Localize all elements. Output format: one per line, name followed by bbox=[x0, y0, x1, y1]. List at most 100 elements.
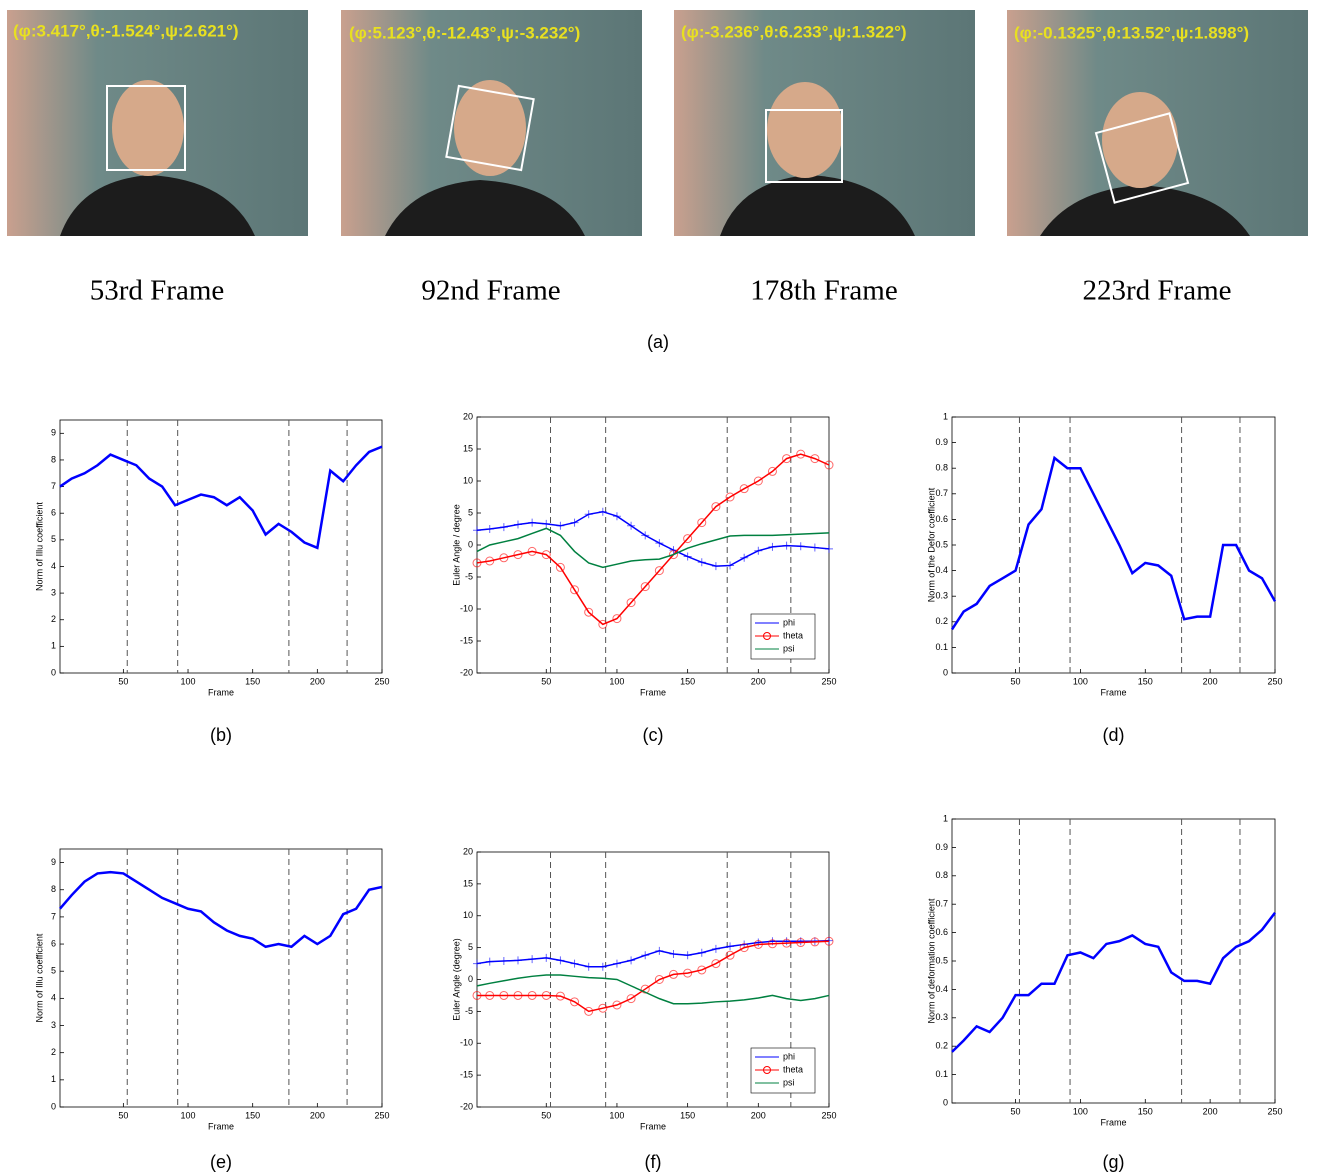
y-tick-label: 1 bbox=[51, 641, 56, 651]
x-tick-label: 200 bbox=[310, 1110, 325, 1120]
figure: (φ:3.417°,θ:-1.524°,ψ:2.621°) (φ:5.123°,… bbox=[0, 0, 1319, 1173]
x-tick-label: 200 bbox=[751, 676, 766, 686]
legend-label: theta bbox=[783, 630, 803, 640]
pose-overlay: (φ:5.123°,θ:-12.43°,ψ:-3.232°) bbox=[349, 23, 580, 42]
y-tick-label: 0.6 bbox=[935, 927, 948, 937]
x-tick-label: 200 bbox=[751, 1110, 766, 1120]
point-marker bbox=[500, 957, 508, 965]
point-marker bbox=[684, 951, 692, 959]
y-axis-label: Norm of the Defor coefficient bbox=[926, 487, 936, 602]
point-marker bbox=[514, 521, 522, 529]
point-marker bbox=[542, 954, 550, 962]
y-tick-label: 5 bbox=[468, 942, 473, 952]
point-marker bbox=[783, 937, 791, 945]
y-tick-label: -5 bbox=[465, 571, 473, 581]
x-axis-label: Frame bbox=[640, 687, 666, 697]
y-tick-label: 0.2 bbox=[935, 616, 948, 626]
y-tick-label: 0.7 bbox=[935, 488, 948, 498]
y-tick-label: 8 bbox=[51, 884, 56, 894]
y-tick-label: 0.3 bbox=[935, 1012, 948, 1022]
x-axis-label: Frame bbox=[1100, 687, 1126, 697]
y-tick-label: 1 bbox=[943, 813, 948, 823]
plot-frame bbox=[952, 819, 1275, 1103]
y-tick-label: 0.9 bbox=[935, 437, 948, 447]
y-tick-label: 0 bbox=[943, 667, 948, 677]
frame-label: 53rd Frame bbox=[90, 275, 225, 307]
y-tick-label: 0 bbox=[943, 1097, 948, 1107]
point-marker bbox=[473, 960, 481, 968]
x-tick-label: 100 bbox=[609, 1110, 624, 1120]
x-tick-label: 250 bbox=[821, 1110, 836, 1120]
point-marker bbox=[627, 956, 635, 964]
y-tick-label: 20 bbox=[463, 846, 473, 856]
y-tick-label: 8 bbox=[51, 454, 56, 464]
y-tick-label: 10 bbox=[463, 475, 473, 485]
y-tick-label: 0.2 bbox=[935, 1041, 948, 1051]
point-marker bbox=[486, 525, 494, 533]
y-tick-label: 3 bbox=[51, 587, 56, 597]
y-tick-label: 0.1 bbox=[935, 1069, 948, 1079]
x-tick-label: 250 bbox=[374, 676, 389, 686]
x-tick-label: 50 bbox=[1011, 1106, 1021, 1116]
legend-label: theta bbox=[783, 1064, 803, 1074]
x-tick-label: 200 bbox=[310, 676, 325, 686]
y-tick-label: 5 bbox=[468, 507, 473, 517]
caption: (b) bbox=[210, 725, 232, 745]
x-tick-label: 50 bbox=[1011, 676, 1021, 686]
y-axis-label: Euler Angle (degree) bbox=[451, 938, 461, 1021]
y-tick-label: -10 bbox=[460, 1038, 473, 1048]
series-line bbox=[477, 512, 829, 566]
y-tick-label: 0.4 bbox=[935, 565, 948, 575]
point-marker bbox=[528, 519, 536, 527]
pose-overlay: (φ:3.417°,θ:-1.524°,ψ:2.621°) bbox=[13, 21, 239, 40]
x-tick-label: 250 bbox=[1267, 676, 1282, 686]
y-tick-label: 0.3 bbox=[935, 591, 948, 601]
point-marker bbox=[542, 520, 550, 528]
y-tick-label: 4 bbox=[51, 561, 56, 571]
caption: (e) bbox=[210, 1152, 232, 1172]
y-tick-label: 5 bbox=[51, 966, 56, 976]
y-tick-label: 7 bbox=[51, 911, 56, 921]
legend-label: phi bbox=[783, 617, 795, 627]
x-tick-label: 100 bbox=[181, 676, 196, 686]
y-tick-label: -20 bbox=[460, 667, 473, 677]
point-marker bbox=[514, 956, 522, 964]
point-marker bbox=[473, 526, 481, 534]
y-tick-label: 1 bbox=[51, 1074, 56, 1084]
x-tick-label: 50 bbox=[541, 1110, 551, 1120]
y-tick-label: 0.5 bbox=[935, 539, 948, 549]
y-tick-label: 15 bbox=[463, 443, 473, 453]
photo-strip: (φ:3.417°,θ:-1.524°,ψ:2.621°) (φ:5.123°,… bbox=[7, 10, 1308, 352]
y-tick-label: 7 bbox=[51, 481, 56, 491]
x-axis-label: Frame bbox=[208, 687, 234, 697]
y-tick-label: 9 bbox=[51, 857, 56, 867]
y-tick-label: -15 bbox=[460, 635, 473, 645]
y-tick-label: 2 bbox=[51, 1047, 56, 1057]
x-axis-label: Frame bbox=[208, 1121, 234, 1131]
y-tick-label: 0 bbox=[51, 667, 56, 677]
series-line bbox=[60, 447, 382, 548]
point-marker bbox=[698, 949, 706, 957]
x-tick-label: 150 bbox=[245, 676, 260, 686]
point-marker bbox=[768, 543, 776, 551]
point-marker bbox=[811, 544, 819, 552]
point-marker bbox=[585, 510, 593, 518]
caption: (c) bbox=[643, 725, 664, 745]
x-tick-label: 50 bbox=[118, 1110, 128, 1120]
y-tick-label: 0.1 bbox=[935, 642, 948, 652]
point-marker bbox=[740, 554, 748, 562]
x-tick-label: 200 bbox=[1203, 1106, 1218, 1116]
x-tick-label: 250 bbox=[1267, 1106, 1282, 1116]
y-tick-label: 6 bbox=[51, 938, 56, 948]
y-tick-label: 6 bbox=[51, 508, 56, 518]
point-marker bbox=[585, 963, 593, 971]
frame-label: 223rd Frame bbox=[1083, 275, 1232, 307]
legend-label: psi bbox=[783, 643, 795, 653]
pose-overlay: (φ:-3.236°,θ:6.233°,ψ:1.322°) bbox=[681, 22, 907, 41]
y-tick-label: -10 bbox=[460, 603, 473, 613]
caption: (f) bbox=[645, 1152, 662, 1172]
series-line bbox=[60, 872, 382, 947]
x-tick-label: 150 bbox=[1138, 676, 1153, 686]
x-tick-label: 200 bbox=[1203, 676, 1218, 686]
y-tick-label: 0.6 bbox=[935, 514, 948, 524]
